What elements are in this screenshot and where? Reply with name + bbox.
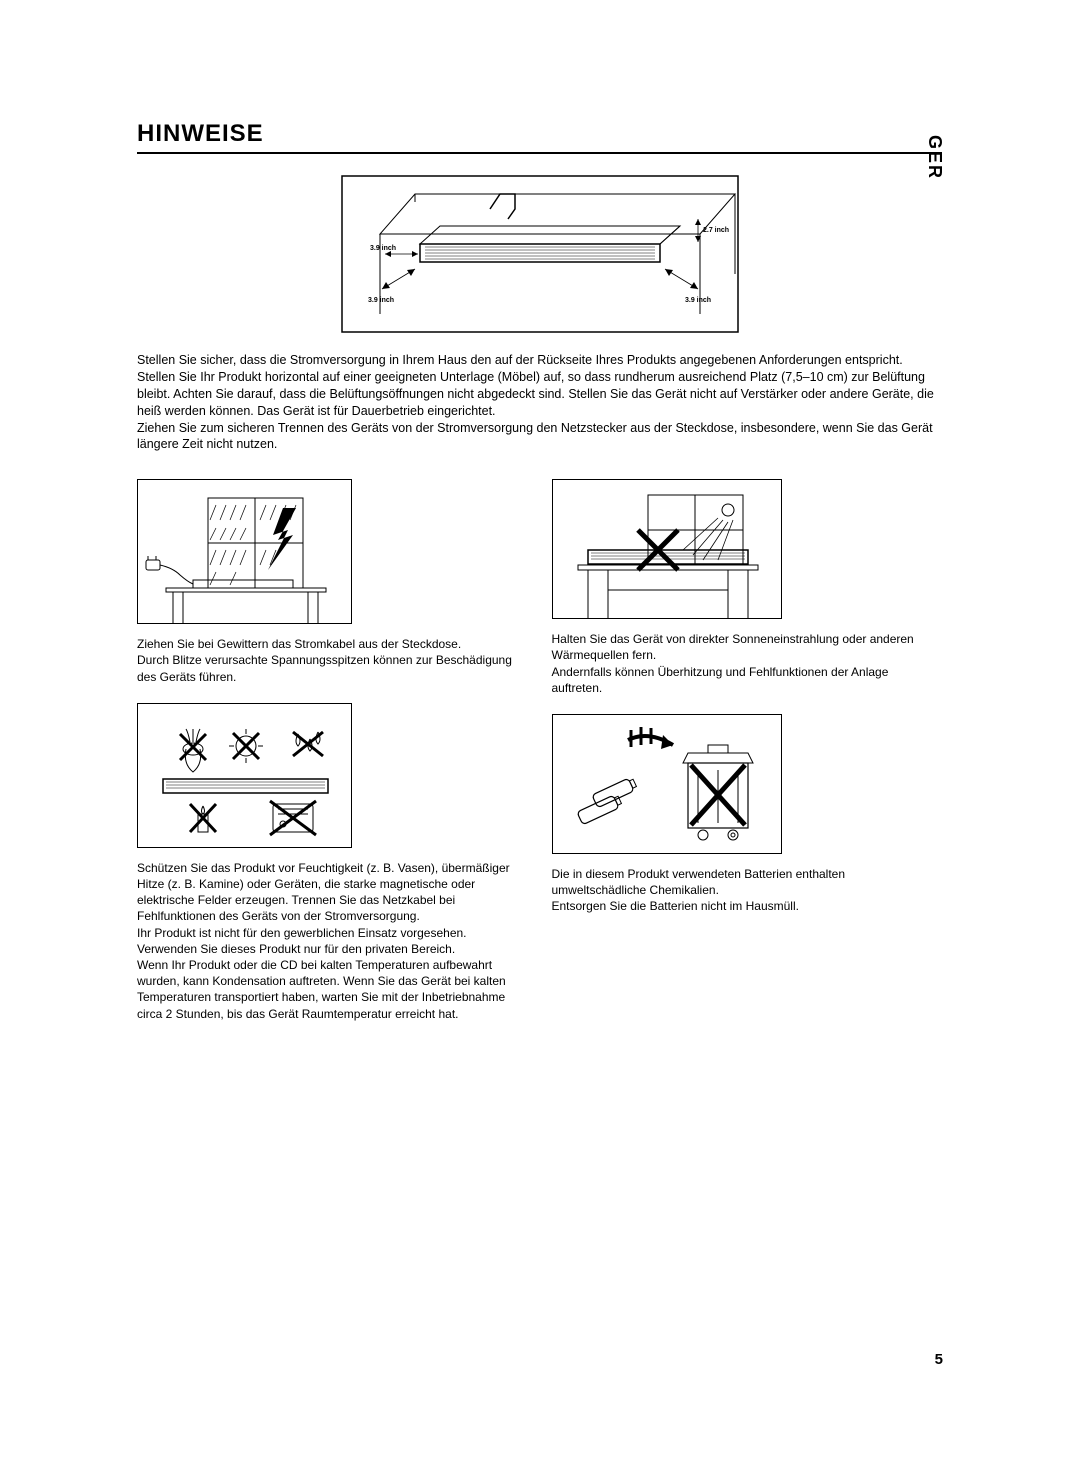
svg-text:3.9 inch: 3.9 inch (370, 245, 396, 252)
right-column: Halten Sie das Gerät von direkter Sonnen… (552, 479, 943, 1039)
svg-text:3.9 inch: 3.9 inch (685, 297, 711, 304)
hazards-illustration (137, 703, 352, 848)
hazards-caption: Schützen Sie das Produkt vor Feuchtigkei… (137, 860, 528, 1022)
svg-text:3.9 inch: 3.9 inch (368, 297, 394, 304)
clearance-diagram: 3.9 inch 2.7 inch 3.9 inch 3.9 inch (340, 174, 740, 334)
two-column-layout: Ziehen Sie bei Gewittern das Stromkabel … (137, 479, 942, 1039)
sunlight-caption: Halten Sie das Gerät von direkter Sonnen… (552, 631, 943, 696)
page-content: HINWEISE (137, 120, 942, 1040)
lightning-illustration (137, 479, 352, 624)
sunlight-illustration (552, 479, 782, 619)
page-number: 5 (935, 1351, 943, 1368)
battery-caption: Die in diesem Produkt verwendeten Batter… (552, 866, 943, 915)
left-column: Ziehen Sie bei Gewittern das Stromkabel … (137, 479, 528, 1039)
svg-text:2.7 inch: 2.7 inch (703, 227, 729, 234)
section-title: HINWEISE (137, 120, 942, 154)
lightning-caption: Ziehen Sie bei Gewittern das Stromkabel … (137, 636, 528, 685)
battery-disposal-illustration (552, 714, 782, 854)
intro-paragraph: Stellen Sie sicher, dass die Stromversor… (137, 352, 942, 453)
